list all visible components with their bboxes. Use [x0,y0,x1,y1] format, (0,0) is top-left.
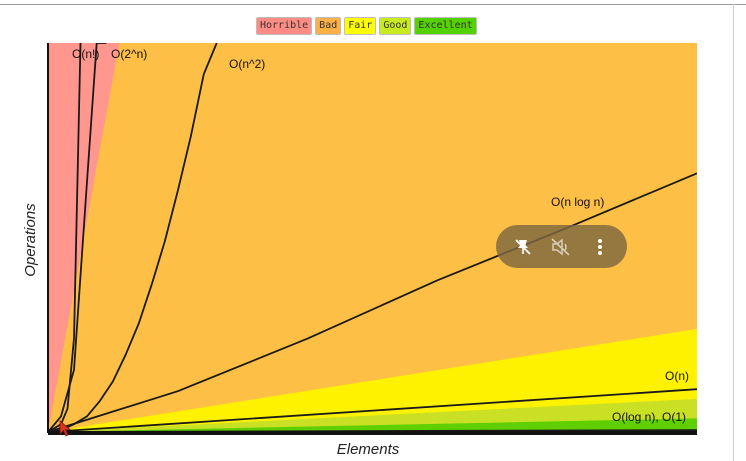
curve-o-n-log-n [48,172,697,433]
more-options-icon [597,238,602,255]
legend-horrible: Horrible [256,17,313,35]
region-bad [48,43,697,432]
label-factorial: O(n!) [72,47,99,61]
region-fair [48,328,697,432]
curve-o-n [48,388,697,433]
legend-fair: Fair [344,17,377,35]
annotations-layer: O(n!) O(2^n) O(n^2) O(n log n) O(n) O(lo… [72,47,689,424]
unpin-button[interactable] [508,232,538,262]
region-excellent [48,418,697,432]
legend: Horrible Bad Fair Good Excellent [256,17,477,35]
label-quadratic: O(n^2) [229,57,265,71]
label-nlogn: O(n log n) [551,195,604,209]
legend-bad: Bad [315,17,342,35]
mouse-cursor-icon [59,420,72,437]
label-linear: O(n) [665,369,689,383]
mute-icon [551,237,571,256]
more-options-button[interactable] [585,232,615,262]
legend-excellent: Excellent [414,17,477,35]
right-rule [733,4,734,461]
video-overlay-controls [496,225,627,268]
label-log-constant: O(log n), O(1) [612,410,686,424]
regions-layer [48,43,697,432]
mute-button[interactable] [546,232,576,262]
label-exponential: O(2^n) [111,47,147,61]
top-rule [0,4,746,5]
curve-o-2-n [48,43,107,433]
legend-good: Good [379,17,412,35]
unpin-icon [515,238,531,255]
x-axis-label: Elements [337,441,400,458]
y-axis-label: Operations [22,203,39,277]
curve-o-n [48,43,82,433]
